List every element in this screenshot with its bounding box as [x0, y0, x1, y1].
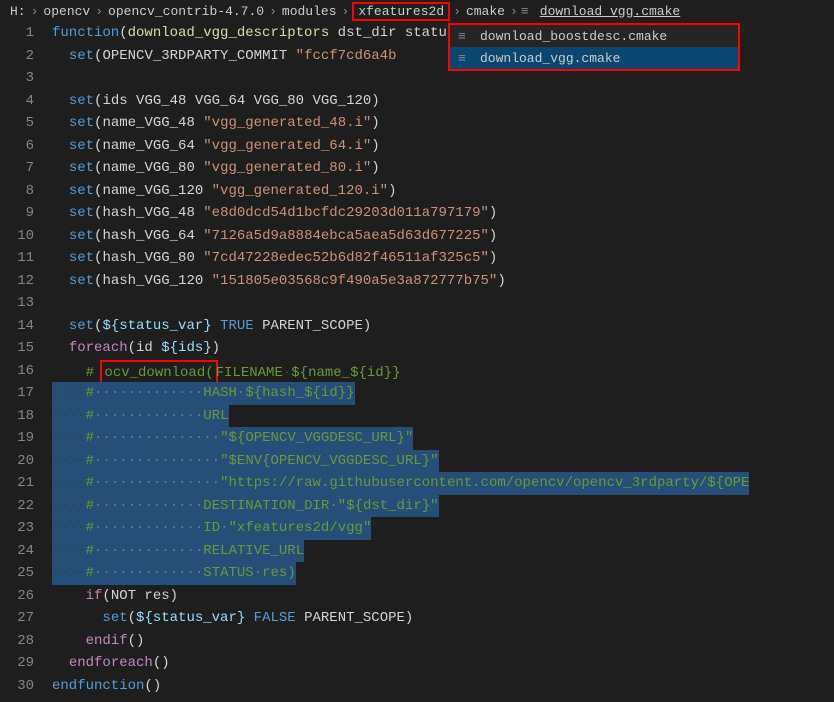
breadcrumb-item-highlighted[interactable]: xfeatures2d [352, 2, 450, 21]
code-line[interactable]: set(ids VGG_48 VGG_64 VGG_80 VGG_120) [52, 90, 834, 113]
code-line[interactable]: set(name_VGG_80 "vgg_generated_80.i") [52, 157, 834, 180]
line-number: 3 [0, 67, 34, 90]
code-line[interactable]: if(NOT res) [52, 585, 834, 608]
code-line[interactable]: set(name_VGG_64 "vgg_generated_64.i") [52, 135, 834, 158]
code-line[interactable]: # ocv_download(FILENAME·${name_${id}} [52, 360, 834, 383]
line-number: 28 [0, 630, 34, 653]
code-line[interactable]: ····#·············ID·"xfeatures2d/vgg" [52, 517, 834, 540]
code-line[interactable]: ····#···············"$ENV{OPENCV_VGGDESC… [52, 450, 834, 473]
line-number: 12 [0, 270, 34, 293]
line-number: 27 [0, 607, 34, 630]
chevron-right-icon: › [266, 4, 280, 19]
line-number: 30 [0, 675, 34, 698]
breadcrumb-file[interactable]: download_vgg.cmake [538, 4, 682, 19]
line-number: 24 [0, 540, 34, 563]
dropdown-item[interactable]: ≡ download_boostdesc.cmake [450, 25, 738, 47]
file-icon: ≡ [521, 4, 535, 19]
code-line[interactable]: endif() [52, 630, 834, 653]
line-number: 8 [0, 180, 34, 203]
line-number: 26 [0, 585, 34, 608]
code-line[interactable]: set(hash_VGG_120 "151805e03568c9f490a5e3… [52, 270, 834, 293]
breadcrumb-item[interactable]: cmake [464, 4, 507, 19]
chevron-right-icon: › [507, 4, 521, 19]
chevron-right-icon: › [28, 4, 42, 19]
line-number: 18 [0, 405, 34, 428]
line-number: 17 [0, 382, 34, 405]
dropdown-item-label: download_vgg.cmake [480, 51, 620, 66]
code-line[interactable]: endfunction() [52, 675, 834, 698]
code-line[interactable]: set(${status_var} TRUE PARENT_SCOPE) [52, 315, 834, 338]
line-number: 25 [0, 562, 34, 585]
line-number: 13 [0, 292, 34, 315]
editor: 1234567891011121314151617181920212223242… [0, 22, 834, 702]
dropdown-item-label: download_boostdesc.cmake [480, 29, 667, 44]
code-line[interactable]: ····#·············URL [52, 405, 834, 428]
code-line[interactable]: set(hash_VGG_80 "7cd47228edec52b6d82f465… [52, 247, 834, 270]
code-line[interactable] [52, 292, 834, 315]
chevron-right-icon: › [92, 4, 106, 19]
breadcrumb-item[interactable]: H: [8, 4, 28, 19]
breadcrumb-dropdown: ≡ download_boostdesc.cmake ≡ download_vg… [448, 23, 740, 71]
line-number-gutter: 1234567891011121314151617181920212223242… [0, 22, 52, 702]
file-icon: ≡ [458, 51, 474, 66]
code-line[interactable]: set(${status_var} FALSE PARENT_SCOPE) [52, 607, 834, 630]
code-area[interactable]: function(download_vgg_descriptors dst_di… [52, 22, 834, 702]
code-line[interactable]: ····#·············HASH·${hash_${id}} [52, 382, 834, 405]
line-number: 29 [0, 652, 34, 675]
file-icon: ≡ [458, 29, 474, 44]
code-line[interactable]: ····#···············"${OPENCV_VGGDESC_UR… [52, 427, 834, 450]
chevron-right-icon: › [450, 4, 464, 19]
code-line[interactable]: endforeach() [52, 652, 834, 675]
code-line[interactable]: ····#·············DESTINATION_DIR·"${dst… [52, 495, 834, 518]
line-number: 14 [0, 315, 34, 338]
breadcrumb: H: › opencv › opencv_contrib-4.7.0 › mod… [0, 0, 834, 22]
breadcrumb-item[interactable]: opencv_contrib-4.7.0 [106, 4, 266, 19]
code-line[interactable]: set(hash_VGG_48 "e8d0dcd54d1bcfdc29203d0… [52, 202, 834, 225]
line-number: 23 [0, 517, 34, 540]
line-number: 5 [0, 112, 34, 135]
code-line[interactable]: ····#···············"https://raw.githubu… [52, 472, 834, 495]
line-number: 21 [0, 472, 34, 495]
line-number: 11 [0, 247, 34, 270]
line-number: 2 [0, 45, 34, 68]
code-line[interactable]: foreach(id ${ids}) [52, 337, 834, 360]
code-line[interactable]: ····#·············STATUS·res) [52, 562, 834, 585]
line-number: 10 [0, 225, 34, 248]
code-line[interactable]: set(name_VGG_48 "vgg_generated_48.i") [52, 112, 834, 135]
breadcrumb-item[interactable]: opencv [41, 4, 92, 19]
line-number: 15 [0, 337, 34, 360]
breadcrumb-item[interactable]: modules [280, 4, 339, 19]
line-number: 6 [0, 135, 34, 158]
line-number: 1 [0, 22, 34, 45]
dropdown-item-selected[interactable]: ≡ download_vgg.cmake [450, 47, 738, 69]
line-number: 20 [0, 450, 34, 473]
code-line[interactable]: set(hash_VGG_64 "7126a5d9a8884ebca5aea5d… [52, 225, 834, 248]
line-number: 7 [0, 157, 34, 180]
code-line[interactable]: ····#·············RELATIVE_URL [52, 540, 834, 563]
chevron-right-icon: › [339, 4, 353, 19]
line-number: 19 [0, 427, 34, 450]
line-number: 22 [0, 495, 34, 518]
line-number: 4 [0, 90, 34, 113]
code-line[interactable]: set(name_VGG_120 "vgg_generated_120.i") [52, 180, 834, 203]
line-number: 9 [0, 202, 34, 225]
line-number: 16 [0, 360, 34, 383]
